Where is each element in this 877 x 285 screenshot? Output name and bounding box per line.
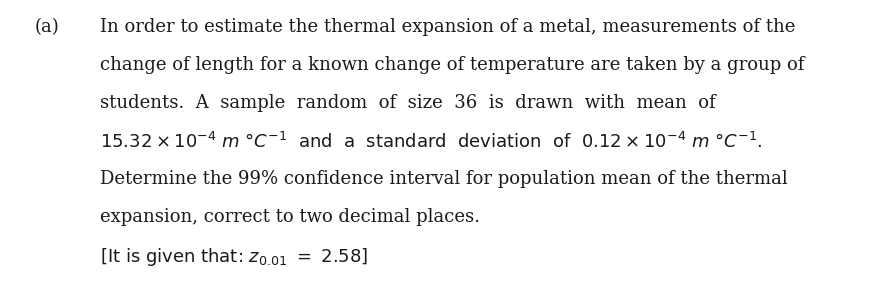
Text: [It is given that: $z_{0.01}\ =\ 2.58$]: [It is given that: $z_{0.01}\ =\ 2.58$]: [100, 246, 368, 268]
Text: students.  A  sample  random  of  size  36  is  drawn  with  mean  of: students. A sample random of size 36 is …: [100, 94, 716, 112]
Text: In order to estimate the thermal expansion of a metal, measurements of the: In order to estimate the thermal expansi…: [100, 18, 795, 36]
Text: (a): (a): [35, 18, 60, 36]
Text: $15.32\times10^{-4}$ $m$ $°C^{-1}$  and  a  standard  deviation  of  $0.12\times: $15.32\times10^{-4}$ $m$ $°C^{-1}$ and a…: [100, 132, 762, 152]
Text: Determine the 99% confidence interval for population mean of the thermal: Determine the 99% confidence interval fo…: [100, 170, 788, 188]
Text: change of length for a known change of temperature are taken by a group of: change of length for a known change of t…: [100, 56, 804, 74]
Text: expansion, correct to two decimal places.: expansion, correct to two decimal places…: [100, 208, 480, 226]
